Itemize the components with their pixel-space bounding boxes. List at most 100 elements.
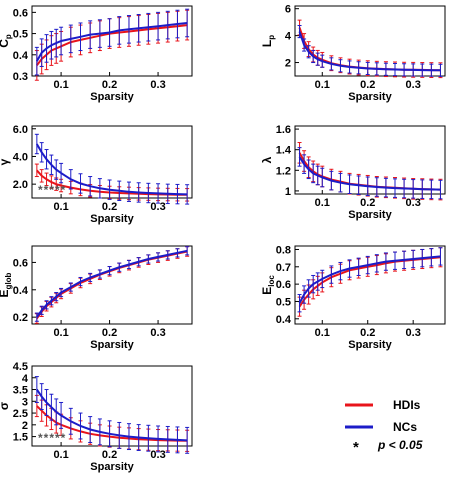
x-axis-label: Sparsity [90, 91, 134, 103]
y-axis-label-main: E [0, 289, 11, 297]
y-tick-label: 0.6 [13, 7, 28, 19]
y-tick-label: 3.5 [13, 385, 28, 397]
y-axis-label-subscript: loc [267, 275, 276, 287]
x-tick-label: 0.3 [406, 327, 421, 339]
x-tick-label: 0.3 [150, 449, 165, 461]
series-hdis [297, 141, 443, 201]
panel-lp: 0.1 0.2 0.3 2 4 6 Sparsity Lp [260, 4, 446, 103]
y-tick-label: 2 [285, 58, 291, 70]
x-tick-label: 0.3 [150, 79, 165, 91]
series-line [35, 143, 188, 196]
y-tick-label: 1.4 [276, 145, 292, 157]
y-tick-label: 0.5 [13, 29, 28, 41]
series-ncs [34, 133, 190, 205]
series-line [35, 249, 188, 318]
y-axis-label-main: λ [260, 156, 274, 163]
y-tick-label: 0.4 [276, 314, 292, 326]
legend-label-hdis: HDIs [393, 398, 421, 412]
y-tick-label: 0.2 [13, 312, 28, 324]
y-axis-label: γ [0, 158, 11, 165]
x-tick-label: 0.1 [315, 327, 330, 339]
y-tick-label: 0.7 [276, 262, 291, 274]
axes-frame [294, 125, 446, 195]
series-line [298, 27, 441, 72]
y-tick-label: 4.0 [13, 151, 28, 163]
significance-stars: ***** [38, 431, 66, 445]
panel-gamma: 0.1 0.2 0.3 2.0 4.0 6.0 Sparsity γ ***** [0, 124, 193, 225]
y-tick-label: 2.0 [13, 179, 28, 191]
y-tick-label: 1.6 [276, 124, 291, 136]
legend-significance-symbol: * [353, 439, 359, 456]
panel-lambda: 0.1 0.2 0.3 1 1.2 1.4 1.6 Sparsity λ [260, 124, 446, 221]
y-axis-label: λ [260, 156, 274, 163]
panels: 0.1 0.2 0.3 0.3 0.4 0.5 0.6 Sparsity Cp 0.1 0.2 0.3… [0, 4, 446, 473]
series-hdis [34, 9, 190, 81]
y-axis-label: Eglob [0, 272, 13, 297]
x-axis-label: Sparsity [348, 209, 392, 221]
series-line [298, 31, 441, 72]
x-tick-label: 0.1 [53, 79, 68, 91]
y-tick-label: 0.3 [13, 71, 28, 83]
x-tick-label: 0.2 [102, 449, 117, 461]
x-tick-label: 0.1 [53, 449, 68, 461]
y-tick-label: 1.5 [13, 432, 28, 444]
axes-frame [294, 5, 446, 77]
y-tick-label: 4.5 [13, 361, 28, 373]
series-line [35, 388, 188, 442]
y-tick-label: 2 [22, 420, 28, 432]
x-axis-label: Sparsity [90, 461, 134, 473]
axes-frame [31, 5, 193, 77]
y-tick-label: 1 [285, 186, 291, 198]
y-tick-label: 0.6 [276, 279, 291, 291]
panel-eglob: 0.1 0.2 0.3 0.2 0.4 0.6 Sparsity Eglob [0, 245, 193, 351]
x-axis-label: Sparsity [348, 339, 392, 351]
y-axis-label-main: E [260, 287, 274, 295]
series-ncs [34, 246, 190, 322]
x-tick-label: 0.1 [315, 79, 330, 91]
y-tick-label: 6 [285, 4, 291, 16]
y-tick-label: 4 [285, 31, 292, 43]
y-axis-label: Cp [0, 34, 13, 48]
series-line [298, 152, 441, 191]
x-axis-label: Sparsity [348, 91, 392, 103]
y-tick-label: 0.6 [13, 257, 28, 269]
series-line [298, 255, 441, 304]
x-tick-label: 0.3 [406, 197, 421, 209]
y-axis-label-main: L [260, 40, 274, 47]
x-tick-label: 0.2 [360, 79, 375, 91]
legend: HDIs NCs * p < 0.05 [345, 398, 423, 456]
x-tick-label: 0.2 [360, 327, 375, 339]
x-tick-label: 0.3 [406, 79, 421, 91]
y-tick-label: 0.5 [276, 296, 291, 308]
y-tick-label: 1.2 [276, 165, 291, 177]
x-tick-label: 0.1 [53, 201, 68, 213]
x-tick-label: 0.2 [102, 327, 117, 339]
y-tick-label: 3 [22, 396, 28, 408]
panel-eloc: 0.1 0.2 0.3 0.4 0.5 0.6 0.7 0.8 Sparsity Eloc [260, 244, 446, 351]
x-tick-label: 0.2 [360, 197, 375, 209]
axes-frame [294, 245, 446, 325]
y-axis-label-main: C [0, 39, 11, 48]
x-axis-label: Sparsity [90, 213, 134, 225]
series-ncs [297, 147, 443, 200]
y-axis-label-main: γ [0, 158, 11, 165]
x-tick-label: 0.3 [150, 201, 165, 213]
series-hdis [34, 246, 190, 324]
y-axis-label: σ [0, 402, 11, 410]
x-tick-label: 0.3 [150, 327, 165, 339]
panel-cp: 0.1 0.2 0.3 0.3 0.4 0.5 0.6 Sparsity Cp [0, 5, 193, 103]
x-tick-label: 0.2 [102, 79, 117, 91]
series-line [298, 156, 441, 191]
y-tick-label: 0.4 [13, 285, 29, 297]
panel-sigma: 0.1 0.2 0.3 1.522.533.544.5 Sparsity σ ***** [0, 361, 193, 473]
series-line [35, 22, 188, 62]
x-tick-label: 0.1 [53, 327, 68, 339]
legend-label-ncs: NCs [393, 420, 417, 434]
x-tick-label: 0.2 [102, 201, 117, 213]
significance-stars: ***** [38, 183, 66, 197]
y-axis-label-subscript: p [4, 34, 13, 39]
y-tick-label: 0.8 [276, 244, 291, 256]
y-tick-label: 6.0 [13, 124, 28, 136]
